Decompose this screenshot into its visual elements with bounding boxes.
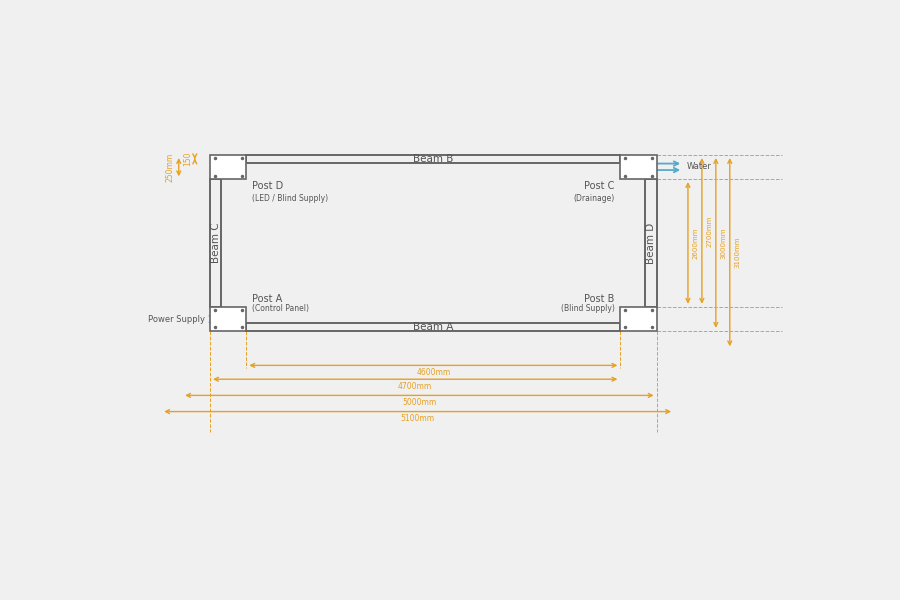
Text: 2600mm: 2600mm bbox=[693, 227, 698, 259]
Text: 250mm: 250mm bbox=[166, 152, 175, 182]
Text: Post D: Post D bbox=[252, 181, 284, 191]
Text: Power Supply: Power Supply bbox=[148, 314, 204, 323]
Text: Beam B: Beam B bbox=[413, 154, 454, 164]
Text: Beam A: Beam A bbox=[413, 322, 454, 332]
Text: 2700mm: 2700mm bbox=[706, 215, 713, 247]
Text: 3000mm: 3000mm bbox=[721, 227, 726, 259]
Text: 3100mm: 3100mm bbox=[734, 236, 741, 268]
Text: Post A: Post A bbox=[252, 295, 283, 304]
Bar bbox=[620, 155, 656, 179]
Text: (Drainage): (Drainage) bbox=[573, 194, 615, 203]
Text: (Control Panel): (Control Panel) bbox=[252, 304, 309, 313]
Bar bbox=[620, 307, 656, 331]
Text: 5000mm: 5000mm bbox=[402, 398, 436, 407]
Bar bbox=[211, 155, 247, 179]
Bar bbox=[211, 307, 247, 331]
Text: 150: 150 bbox=[184, 152, 193, 166]
Text: 4700mm: 4700mm bbox=[398, 382, 432, 391]
Text: (Blind Supply): (Blind Supply) bbox=[561, 304, 615, 313]
Text: Post C: Post C bbox=[584, 181, 615, 191]
Text: Beam C: Beam C bbox=[211, 223, 220, 263]
Text: 4600mm: 4600mm bbox=[416, 368, 451, 377]
Text: (LED / Blind Supply): (LED / Blind Supply) bbox=[252, 194, 328, 203]
Text: 5100mm: 5100mm bbox=[400, 415, 435, 424]
Text: Post B: Post B bbox=[584, 295, 615, 304]
Text: Water: Water bbox=[687, 163, 711, 172]
Text: Beam D: Beam D bbox=[646, 223, 656, 263]
